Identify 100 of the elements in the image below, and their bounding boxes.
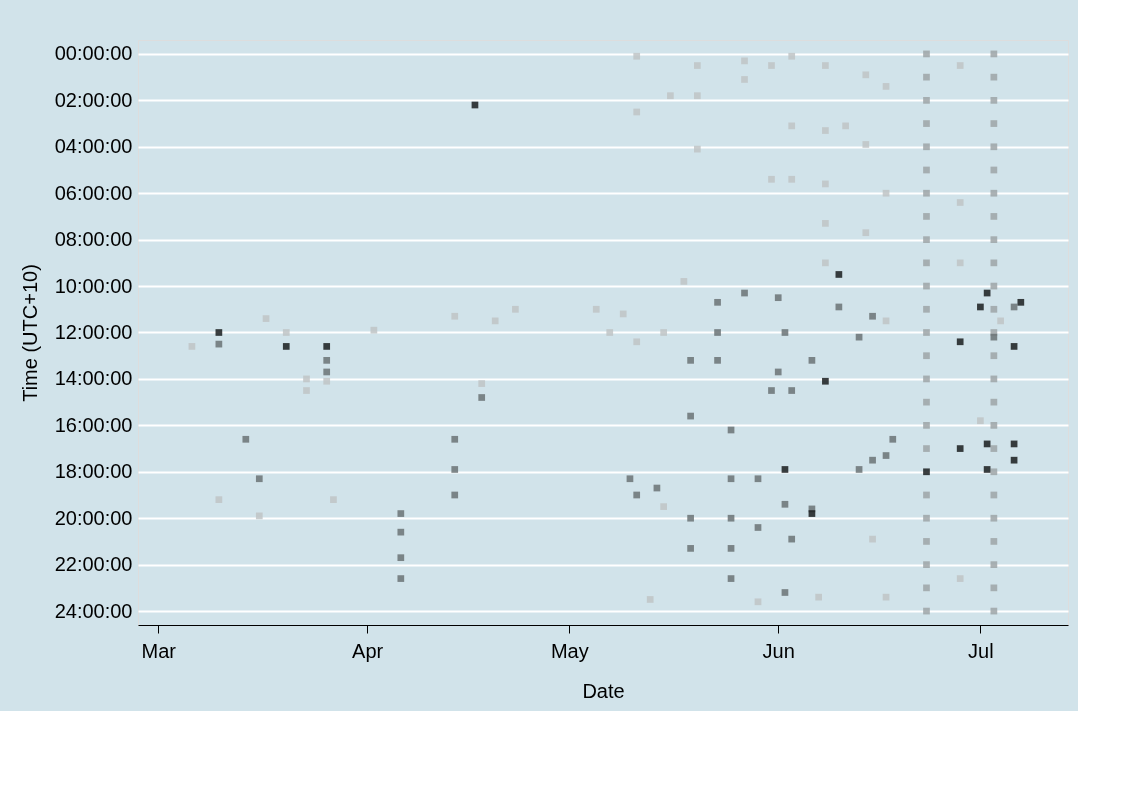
point	[923, 329, 930, 336]
point	[255, 475, 263, 483]
point	[1010, 343, 1018, 350]
point	[990, 468, 998, 476]
point	[990, 236, 998, 243]
y-tick-label: 12:00:00	[54, 321, 133, 343]
point	[923, 73, 930, 81]
point	[768, 175, 775, 183]
point	[619, 310, 627, 318]
x-tick-label: Mar	[141, 639, 177, 662]
y-tick-label: 20:00:00	[54, 506, 133, 529]
point	[727, 514, 735, 522]
point	[478, 394, 486, 401]
point	[714, 298, 721, 306]
point	[693, 92, 701, 100]
point	[727, 545, 735, 552]
point	[451, 312, 459, 320]
point	[714, 357, 721, 364]
point	[977, 303, 984, 311]
point	[397, 575, 405, 582]
point	[869, 312, 876, 320]
point	[262, 315, 270, 322]
point	[808, 510, 816, 517]
point	[862, 141, 870, 148]
point	[781, 589, 789, 596]
point	[956, 199, 964, 206]
x-tick-label: Jun	[762, 639, 795, 662]
point	[781, 329, 789, 336]
point	[781, 466, 789, 473]
point	[633, 52, 641, 60]
y-tick-label: 08:00:00	[54, 228, 133, 251]
point	[370, 326, 378, 334]
point	[923, 120, 930, 127]
point	[983, 466, 991, 473]
point	[990, 352, 998, 360]
point	[1010, 456, 1018, 464]
point	[923, 166, 930, 174]
y-tick-label: 02:00:00	[54, 88, 133, 111]
point	[741, 76, 748, 83]
point	[923, 97, 930, 104]
y-tick-label: 22:00:00	[54, 553, 133, 576]
point	[478, 380, 486, 387]
point	[303, 375, 310, 383]
point	[842, 122, 849, 130]
point	[215, 496, 223, 503]
point	[956, 338, 964, 346]
point	[451, 466, 459, 473]
point	[997, 317, 1004, 325]
point	[990, 445, 998, 452]
point	[282, 329, 290, 336]
y-tick-label: 00:00:00	[54, 42, 133, 65]
point	[923, 538, 930, 545]
point	[923, 143, 930, 151]
point	[990, 213, 998, 220]
point	[815, 593, 823, 601]
point	[727, 575, 735, 582]
point	[862, 71, 870, 79]
point	[397, 528, 405, 536]
y-tick-label: 04:00:00	[54, 135, 133, 158]
point	[242, 435, 250, 443]
point	[687, 357, 694, 364]
point	[714, 329, 721, 336]
point	[990, 538, 998, 545]
point	[923, 352, 930, 360]
y-tick-label: 24:00:00	[54, 599, 133, 622]
y-tick-label: 18:00:00	[54, 460, 133, 483]
point	[923, 491, 930, 499]
point	[882, 189, 890, 197]
point	[822, 220, 829, 227]
y-tick-label: 14:00:00	[54, 367, 133, 390]
point	[303, 387, 310, 394]
point	[323, 357, 331, 364]
point	[491, 317, 499, 325]
point	[923, 514, 930, 522]
point	[693, 62, 701, 69]
point	[282, 343, 290, 350]
point	[687, 545, 694, 552]
point	[188, 343, 196, 350]
point	[835, 271, 843, 278]
point	[923, 398, 930, 406]
point	[923, 50, 930, 58]
point	[923, 189, 930, 197]
point	[923, 282, 930, 290]
point	[633, 338, 641, 346]
point	[1017, 298, 1025, 306]
point	[923, 422, 930, 429]
point	[633, 491, 641, 499]
point	[646, 596, 654, 603]
point	[754, 475, 762, 483]
point	[687, 412, 694, 420]
point	[323, 343, 331, 350]
point	[990, 561, 998, 568]
point	[882, 83, 890, 90]
point	[323, 368, 331, 376]
point	[956, 445, 964, 452]
point	[323, 377, 331, 385]
point	[990, 97, 998, 104]
point	[741, 289, 748, 297]
point	[956, 62, 964, 69]
point	[680, 278, 688, 285]
